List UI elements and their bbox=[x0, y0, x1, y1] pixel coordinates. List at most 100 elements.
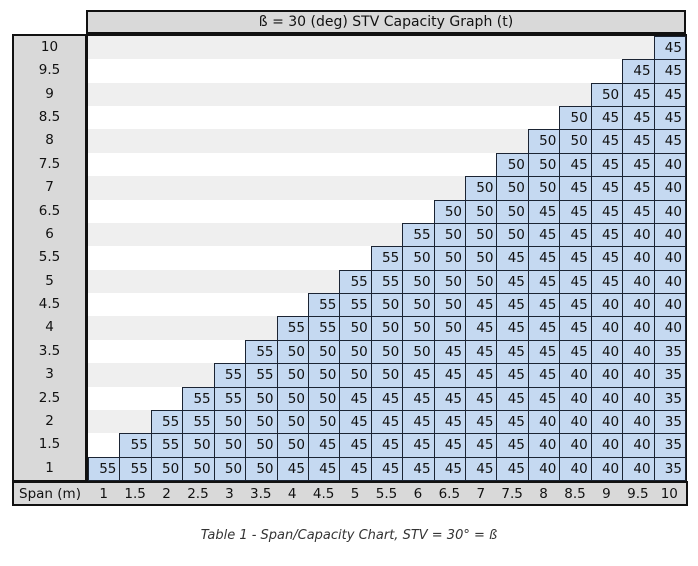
capacity-cell: 45 bbox=[559, 316, 592, 341]
capacity-cell: 45 bbox=[465, 433, 498, 458]
capacity-cell: 50 bbox=[370, 339, 404, 365]
capacity-cell: 45 bbox=[402, 433, 435, 458]
capacity-cell: 45 bbox=[496, 246, 529, 271]
capacity-cell: 45 bbox=[402, 386, 435, 411]
capacity-cell: 55 bbox=[370, 246, 404, 271]
x-tick-label: 2.5 bbox=[187, 486, 209, 502]
capacity-cell: 45 bbox=[590, 152, 624, 178]
capacity-cell: 50 bbox=[527, 152, 561, 178]
capacity-cell: 45 bbox=[653, 129, 686, 154]
capacity-cell: 55 bbox=[307, 293, 341, 318]
capacity-cell: 50 bbox=[245, 433, 278, 458]
capacity-cell: 45 bbox=[527, 316, 561, 341]
capacity-cell: 45 bbox=[527, 199, 561, 224]
x-tick-label: 8 bbox=[539, 486, 548, 502]
capacity-cell: 55 bbox=[307, 316, 341, 341]
capacity-cell: 50 bbox=[213, 409, 247, 435]
capacity-cell: 40 bbox=[559, 386, 592, 411]
chart-title: ß = 30 (deg) STV Capacity Graph (t) bbox=[86, 10, 686, 34]
capacity-cell: 40 bbox=[590, 433, 624, 458]
capacity-cell: 50 bbox=[276, 339, 309, 365]
capacity-cell: 45 bbox=[496, 409, 529, 435]
capacity-cell: 45 bbox=[496, 269, 529, 295]
capacity-cell: 45 bbox=[622, 152, 655, 178]
x-axis-label: Span (m) bbox=[19, 486, 81, 502]
capacity-cell: 40 bbox=[527, 409, 561, 435]
y-tick-label: 2 bbox=[45, 412, 54, 429]
capacity-cell: 45 bbox=[465, 456, 498, 481]
capacity-cell: 45 bbox=[527, 386, 561, 411]
capacity-cell: 50 bbox=[370, 363, 404, 388]
capacity-cell: 40 bbox=[559, 433, 592, 458]
capacity-cell: 50 bbox=[496, 152, 529, 178]
capacity-cell: 40 bbox=[590, 456, 624, 481]
y-tick-label: 6.5 bbox=[38, 202, 61, 219]
y-tick-label: 7.5 bbox=[38, 155, 61, 172]
capacity-cell: 45 bbox=[402, 456, 435, 481]
capacity-cell: 45 bbox=[339, 386, 372, 411]
capacity-cell: 45 bbox=[527, 222, 561, 248]
y-tick-label: 1 bbox=[45, 459, 54, 476]
capacity-cell: 45 bbox=[465, 293, 498, 318]
capacity-cell: 40 bbox=[653, 199, 686, 224]
capacity-cell: 45 bbox=[339, 433, 372, 458]
capacity-cell: 40 bbox=[653, 293, 686, 318]
x-tick-label: 5 bbox=[350, 486, 360, 502]
capacity-cell: 45 bbox=[433, 363, 467, 388]
capacity-cell: 45 bbox=[622, 106, 655, 131]
capacity-cell: 45 bbox=[559, 339, 592, 365]
capacity-cell: 45 bbox=[653, 59, 686, 84]
capacity-cell: 45 bbox=[590, 269, 624, 295]
capacity-cell: 50 bbox=[276, 363, 309, 388]
capacity-cell: 45 bbox=[370, 386, 404, 411]
capacity-cell: 45 bbox=[496, 386, 529, 411]
capacity-cell: 45 bbox=[653, 36, 686, 61]
capacity-cell: 50 bbox=[182, 433, 215, 458]
capacity-cell: 45 bbox=[653, 82, 686, 108]
capacity-cell: 55 bbox=[150, 433, 184, 458]
capacity-cell: 50 bbox=[402, 316, 435, 341]
y-tick-label: 8 bbox=[45, 132, 54, 149]
capacity-cell: 40 bbox=[527, 433, 561, 458]
capacity-cell: 55 bbox=[402, 222, 435, 248]
capacity-cell: 50 bbox=[182, 456, 215, 481]
capacity-cell: 50 bbox=[339, 339, 372, 365]
capacity-cell: 45 bbox=[622, 59, 655, 84]
capacity-cell: 50 bbox=[150, 456, 184, 481]
capacity-cell: 45 bbox=[527, 339, 561, 365]
capacity-cell: 40 bbox=[622, 339, 655, 365]
capacity-cell: 45 bbox=[465, 409, 498, 435]
capacity-cell: 45 bbox=[339, 456, 372, 481]
capacity-cell: 35 bbox=[653, 433, 686, 458]
capacity-cell: 45 bbox=[402, 363, 435, 388]
capacity-cell: 40 bbox=[590, 339, 624, 365]
capacity-cell: 40 bbox=[622, 363, 655, 388]
y-tick-label: 9.5 bbox=[38, 62, 61, 79]
capacity-cell: 50 bbox=[527, 129, 561, 154]
table-caption: Table 1 - Span/Capacity Chart, STV = 30°… bbox=[200, 528, 498, 543]
capacity-cell: 50 bbox=[496, 222, 529, 248]
capacity-cell: 45 bbox=[622, 129, 655, 154]
capacity-cell: 50 bbox=[465, 269, 498, 295]
capacity-cell: 45 bbox=[496, 293, 529, 318]
capacity-cell: 50 bbox=[213, 456, 247, 481]
capacity-cell: 40 bbox=[559, 409, 592, 435]
capacity-cell: 50 bbox=[433, 222, 467, 248]
capacity-cell: 40 bbox=[590, 316, 624, 341]
capacity-cell: 50 bbox=[496, 199, 529, 224]
y-tick-label: 5 bbox=[45, 272, 54, 289]
capacity-cell: 40 bbox=[653, 152, 686, 178]
capacity-cell: 50 bbox=[276, 409, 309, 435]
capacity-table: 55 55 50 50 50 50 45 45 45 45 45 45 45 45 40 40 40 40 35 55… bbox=[12, 10, 688, 506]
capacity-cell: 50 bbox=[213, 433, 247, 458]
capacity-cell: 45 bbox=[527, 269, 561, 295]
span-row: Span (m) 1 1.5 2 2.5 3 3.5 4 4.5 5 5.5 6 6.5 7 7.5 8 8.… bbox=[12, 481, 688, 506]
capacity-cell: 45 bbox=[370, 409, 404, 435]
capacity-cell: 45 bbox=[433, 456, 467, 481]
y-tick-label: 4.5 bbox=[38, 296, 61, 313]
y-tick-label: 6 bbox=[45, 225, 54, 242]
capacity-cell: 45 bbox=[465, 339, 498, 365]
capacity-cell: 50 bbox=[245, 409, 278, 435]
capacity-cell: 50 bbox=[276, 386, 309, 411]
capacity-cell: 50 bbox=[465, 222, 498, 248]
